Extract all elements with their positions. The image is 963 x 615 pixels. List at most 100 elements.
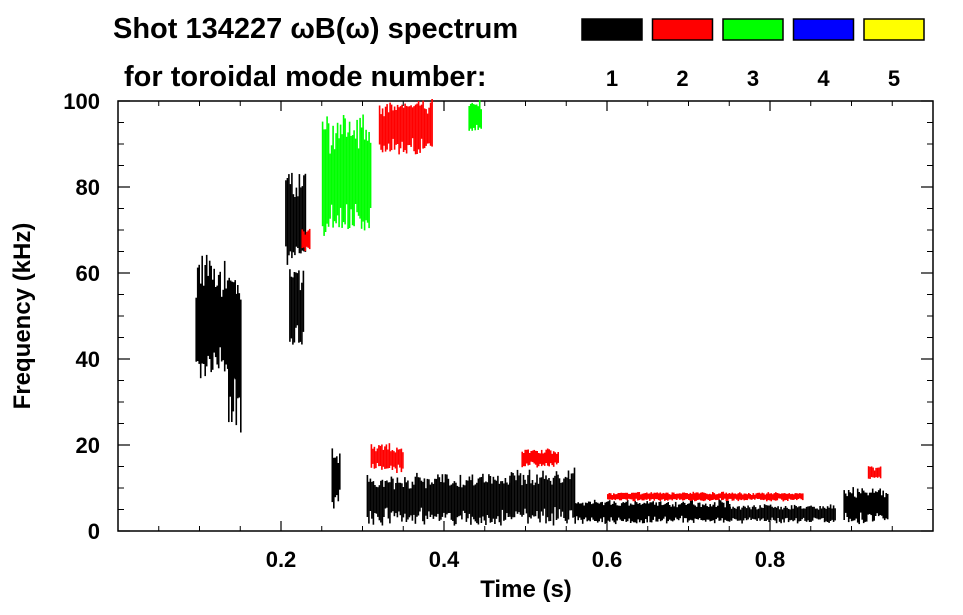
spectrum-mark <box>337 463 340 502</box>
spectrum-mark <box>393 489 396 517</box>
spectrum-mark <box>353 130 355 227</box>
spectrum-mark <box>513 475 516 518</box>
spectrum-mark <box>664 493 666 501</box>
spectrum-mark <box>376 448 379 463</box>
spectrum-mark <box>458 486 460 517</box>
spectrum-mark <box>679 493 681 500</box>
spectrum-mark <box>408 488 411 518</box>
spectrum-mark <box>232 312 235 412</box>
spectrum-mark <box>341 134 343 228</box>
spectrum-mark <box>665 503 668 524</box>
spectrum-mark <box>859 493 862 513</box>
spectrum-mark <box>761 492 764 500</box>
spectrum-mark <box>691 493 693 501</box>
spectrum-mark <box>234 299 236 378</box>
spectrum-mark <box>297 196 299 248</box>
spectrum-mark <box>867 466 870 479</box>
spectrum-mark <box>643 493 645 501</box>
spectrum-mark <box>530 451 532 462</box>
spectrum-mark <box>608 500 611 522</box>
spectrum-mark <box>199 283 202 379</box>
spectrum-mark <box>716 505 719 518</box>
legend-swatch-mode-3 <box>722 18 784 41</box>
spectrum-mark <box>480 109 482 129</box>
spectrum-mark <box>473 485 475 520</box>
spectrum-mark <box>569 479 571 511</box>
spectrum-mark <box>847 490 850 523</box>
spectrum-mark <box>784 506 787 519</box>
spectrum-mark <box>468 476 471 514</box>
spectrum-mark <box>689 500 692 520</box>
spectrum-mark <box>417 477 420 516</box>
spectrum-mark <box>791 493 794 500</box>
spectrum-mark <box>396 447 398 473</box>
spectrum-mark <box>539 453 541 464</box>
spectrum-mark <box>709 504 711 522</box>
spectrum-mark <box>359 117 361 219</box>
mode-1-region-9 <box>843 487 889 525</box>
spectrum-mark <box>658 502 660 519</box>
mode-2-region-0 <box>378 99 433 155</box>
spectrum-mark <box>733 493 735 501</box>
spectrum-mark <box>778 493 780 499</box>
spectrum-mark <box>393 451 395 467</box>
spectrum-mark <box>525 449 528 464</box>
spectrum-mark <box>381 444 383 470</box>
y-tick-label: 40 <box>76 347 100 372</box>
spectrum-mark <box>755 493 758 499</box>
spectrum-mark <box>592 503 594 520</box>
spectrum-mark <box>522 453 525 467</box>
spectrum-mark <box>598 503 600 522</box>
spectrum-mark <box>416 472 418 517</box>
spectrum-mark <box>873 470 876 478</box>
spectrum-mark <box>604 502 606 524</box>
spectrum-mark <box>602 505 605 518</box>
spectrum-mark <box>323 129 325 236</box>
spectrum-mark <box>572 473 574 518</box>
spectrum-mark <box>201 255 203 364</box>
spectrum-mark <box>661 505 663 521</box>
spectrum-mark <box>742 494 744 500</box>
spectrum-mark <box>694 493 696 502</box>
spectrum-mark <box>879 488 881 515</box>
spectrum-mark <box>616 494 618 500</box>
spectrum-mark <box>554 475 556 508</box>
spectrum-mark <box>768 505 770 522</box>
spectrum-mark <box>384 446 386 469</box>
spectrum-mark <box>321 121 324 227</box>
spectrum-mark <box>808 506 811 522</box>
spectrum-mark <box>867 495 869 515</box>
spectrum-mark <box>700 507 702 520</box>
spectrum-mark <box>713 493 716 500</box>
spectrum-mark <box>447 478 450 514</box>
spectrum-mark <box>750 509 752 520</box>
spectrum-mark <box>601 501 603 523</box>
spectrum-mark <box>745 493 747 500</box>
spectrum-mark <box>527 449 529 466</box>
spectrum-mark <box>357 148 360 216</box>
spectrum-mark <box>716 494 719 500</box>
spectrum-mark <box>476 482 478 524</box>
spectrum-mark <box>781 509 784 520</box>
spectrum-mark <box>650 502 653 523</box>
spectrum-mark <box>336 456 338 496</box>
spectrogram-marks <box>195 99 889 526</box>
spectrum-mark <box>607 494 609 500</box>
spectrum-mark <box>534 450 537 465</box>
spectrum-mark <box>394 452 397 469</box>
spectrum-mark <box>299 290 302 342</box>
spectrum-mark <box>453 481 456 526</box>
spectrum-mark <box>742 505 745 521</box>
spectrum-mark <box>608 493 611 500</box>
spectrum-mark <box>731 492 734 501</box>
spectrum-mark <box>873 492 875 521</box>
spectrum-mark <box>521 451 523 468</box>
spectrum-mark <box>475 104 478 125</box>
spectrum-mark <box>392 110 394 139</box>
spectrum-mark <box>599 502 602 519</box>
spectrum-mark <box>738 506 740 521</box>
spectrum-mark <box>872 467 874 478</box>
y-tick-label: 80 <box>76 175 100 200</box>
spectrum-mark <box>686 493 689 499</box>
spectrum-mark <box>758 492 761 499</box>
